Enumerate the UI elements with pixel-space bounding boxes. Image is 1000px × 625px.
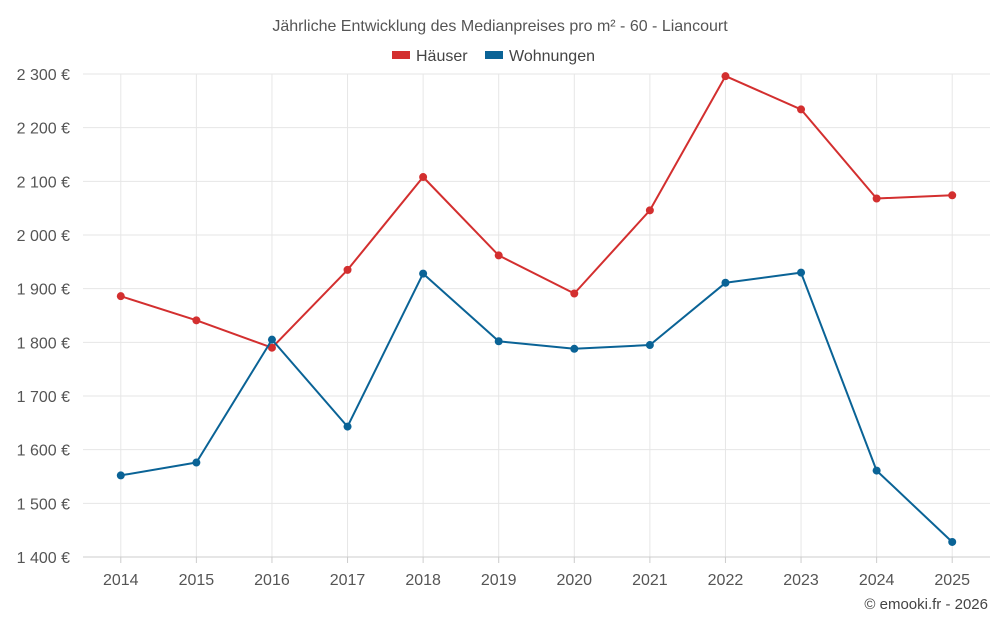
data-point-haeuser-2014[interactable] bbox=[116, 292, 125, 301]
series-layer bbox=[116, 72, 957, 546]
y-tick-label: 1 600 € bbox=[17, 443, 70, 460]
legend-label-haeuser: Häuser bbox=[416, 48, 468, 65]
y-tick-label: 2 100 € bbox=[17, 174, 70, 191]
x-tick-label: 2019 bbox=[481, 572, 517, 589]
legend-item-wohnungen[interactable]: Wohnungen bbox=[485, 48, 595, 65]
x-tick-label: 2015 bbox=[179, 572, 215, 589]
y-tick-label: 2 200 € bbox=[17, 121, 70, 138]
data-point-wohnungen-2023[interactable] bbox=[797, 268, 806, 277]
y-tick-label: 1 900 € bbox=[17, 282, 70, 299]
data-point-wohnungen-2015[interactable] bbox=[192, 458, 201, 467]
data-point-wohnungen-2014[interactable] bbox=[116, 471, 125, 480]
x-tick-label: 2025 bbox=[934, 572, 970, 589]
legend-swatch-wohnungen bbox=[485, 51, 503, 59]
data-point-wohnungen-2024[interactable] bbox=[872, 466, 881, 475]
data-point-haeuser-2020[interactable] bbox=[570, 289, 579, 298]
y-tick-label: 2 000 € bbox=[17, 228, 70, 245]
y-tick-label: 1 800 € bbox=[17, 335, 70, 352]
series-line-wohnungen bbox=[120, 271, 953, 543]
data-point-haeuser-2019[interactable] bbox=[494, 251, 503, 260]
x-tick-label: 2018 bbox=[405, 572, 441, 589]
x-tick-label: 2017 bbox=[330, 572, 366, 589]
x-tick-label: 2014 bbox=[103, 572, 139, 589]
data-point-wohnungen-2019[interactable] bbox=[494, 337, 503, 346]
data-point-wohnungen-2021[interactable] bbox=[645, 341, 654, 350]
axes: 1 400 € 1 500 € 1 600 € 1 700 € 1 800 € 1 900… bbox=[17, 67, 990, 589]
data-point-haeuser-2021[interactable] bbox=[645, 206, 654, 215]
x-tick-label: 2024 bbox=[859, 572, 895, 589]
data-point-wohnungen-2022[interactable] bbox=[721, 278, 730, 287]
data-point-haeuser-2022[interactable] bbox=[721, 72, 730, 81]
legend: Häuser Wohnungen bbox=[392, 48, 595, 65]
data-point-wohnungen-2020[interactable] bbox=[570, 344, 579, 353]
data-point-haeuser-2016[interactable] bbox=[267, 343, 276, 352]
legend-swatch-haeuser bbox=[392, 51, 410, 59]
grid bbox=[83, 73, 990, 558]
series-line-haeuser bbox=[120, 75, 953, 349]
data-point-haeuser-2023[interactable] bbox=[797, 105, 806, 114]
x-tick-label: 2020 bbox=[556, 572, 592, 589]
data-point-haeuser-2025[interactable] bbox=[948, 191, 957, 200]
data-point-haeuser-2017[interactable] bbox=[343, 265, 352, 274]
chart-title: Jährliche Entwicklung des Medianpreises … bbox=[272, 18, 728, 35]
data-point-haeuser-2024[interactable] bbox=[872, 194, 881, 203]
x-tick-label: 2023 bbox=[783, 572, 819, 589]
data-point-haeuser-2015[interactable] bbox=[192, 316, 201, 325]
data-point-wohnungen-2018[interactable] bbox=[419, 269, 428, 278]
legend-label-wohnungen: Wohnungen bbox=[509, 48, 595, 65]
data-point-wohnungen-2025[interactable] bbox=[948, 537, 957, 546]
data-point-wohnungen-2016[interactable] bbox=[267, 335, 276, 344]
y-tick-label: 1 500 € bbox=[17, 496, 70, 513]
y-tick-label: 1 400 € bbox=[17, 550, 70, 567]
data-point-wohnungen-2017[interactable] bbox=[343, 422, 352, 431]
y-tick-label: 2 300 € bbox=[17, 67, 70, 84]
y-tick-label: 1 700 € bbox=[17, 389, 70, 406]
credit-text: © emooki.fr - 2026 bbox=[864, 596, 988, 613]
data-point-haeuser-2018[interactable] bbox=[419, 173, 428, 182]
x-tick-label: 2021 bbox=[632, 572, 668, 589]
legend-item-haeuser[interactable]: Häuser bbox=[392, 48, 468, 65]
x-tick-label: 2016 bbox=[254, 572, 290, 589]
x-tick-label: 2022 bbox=[708, 572, 744, 589]
